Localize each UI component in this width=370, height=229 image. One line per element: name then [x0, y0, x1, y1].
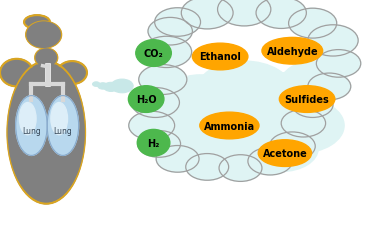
- Ellipse shape: [16, 96, 47, 156]
- Ellipse shape: [262, 38, 323, 65]
- Circle shape: [289, 9, 337, 39]
- Text: Aldehyde: Aldehyde: [266, 46, 318, 57]
- Circle shape: [196, 62, 292, 121]
- Text: Ethanol: Ethanol: [199, 52, 241, 62]
- Circle shape: [185, 126, 259, 172]
- Ellipse shape: [51, 103, 68, 135]
- Circle shape: [204, 80, 314, 149]
- Circle shape: [211, 108, 307, 167]
- Ellipse shape: [200, 113, 259, 139]
- Circle shape: [166, 76, 233, 117]
- Ellipse shape: [136, 41, 171, 67]
- Circle shape: [218, 0, 271, 27]
- Circle shape: [255, 98, 344, 153]
- Circle shape: [98, 83, 108, 90]
- Circle shape: [308, 26, 358, 57]
- Circle shape: [248, 148, 292, 175]
- Ellipse shape: [137, 130, 170, 156]
- Ellipse shape: [9, 64, 84, 202]
- Ellipse shape: [26, 22, 61, 49]
- Text: Lung: Lung: [54, 126, 72, 135]
- Text: CO₂: CO₂: [144, 49, 164, 59]
- Circle shape: [219, 155, 262, 182]
- Ellipse shape: [258, 140, 312, 167]
- Ellipse shape: [36, 50, 56, 67]
- Circle shape: [244, 126, 318, 172]
- Text: H₂O: H₂O: [136, 95, 157, 105]
- Ellipse shape: [0, 60, 33, 87]
- Ellipse shape: [35, 49, 57, 68]
- Ellipse shape: [27, 23, 60, 48]
- Circle shape: [129, 112, 175, 140]
- Circle shape: [256, 0, 306, 29]
- Text: H₂: H₂: [147, 138, 160, 148]
- Circle shape: [139, 65, 187, 95]
- Ellipse shape: [7, 62, 85, 204]
- Circle shape: [111, 80, 133, 93]
- Circle shape: [163, 108, 229, 149]
- Ellipse shape: [47, 96, 79, 156]
- Ellipse shape: [57, 62, 87, 85]
- Circle shape: [141, 37, 192, 68]
- Ellipse shape: [279, 86, 335, 113]
- Circle shape: [281, 110, 326, 137]
- Text: Acetone: Acetone: [263, 148, 307, 158]
- Circle shape: [178, 92, 266, 147]
- Ellipse shape: [20, 103, 36, 135]
- Circle shape: [281, 62, 348, 103]
- Circle shape: [92, 82, 100, 87]
- Ellipse shape: [192, 44, 248, 71]
- Ellipse shape: [128, 86, 164, 113]
- Circle shape: [308, 74, 351, 100]
- Circle shape: [292, 93, 333, 118]
- Circle shape: [316, 50, 361, 78]
- Circle shape: [131, 88, 179, 118]
- Circle shape: [156, 146, 199, 172]
- Circle shape: [181, 0, 233, 30]
- Circle shape: [148, 18, 192, 46]
- Ellipse shape: [24, 16, 50, 30]
- Circle shape: [138, 131, 181, 158]
- Text: Ammonia: Ammonia: [204, 121, 255, 131]
- Text: Sulfides: Sulfides: [285, 95, 329, 105]
- Circle shape: [186, 154, 229, 180]
- Circle shape: [104, 83, 118, 92]
- Circle shape: [244, 73, 333, 128]
- Circle shape: [269, 132, 315, 161]
- Text: Lung: Lung: [22, 126, 41, 135]
- Circle shape: [155, 9, 201, 37]
